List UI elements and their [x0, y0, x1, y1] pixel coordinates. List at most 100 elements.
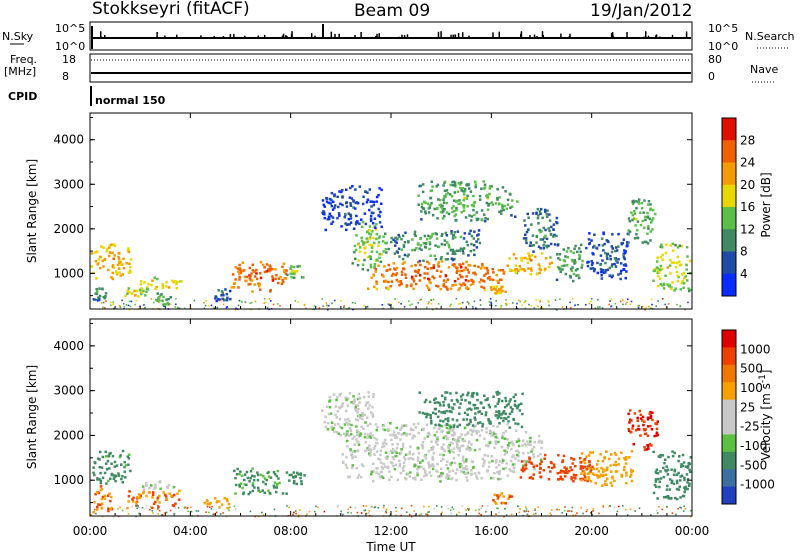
- velocity-echo-region: [92, 485, 114, 514]
- velocity-echo-region: [627, 409, 659, 452]
- power-y-axis: 1000 2000 3000 4000: [53, 116, 692, 297]
- power-echo-region: [367, 260, 506, 292]
- nsearch-tick-bottom: 10^0: [708, 40, 738, 53]
- power-echo-region: [417, 180, 519, 223]
- x-tick-label: 00:00: [675, 524, 710, 538]
- velocity-colorbar-swatch: [722, 330, 736, 348]
- nsky-panel-frame: [89, 21, 693, 51]
- power-colorbar-tick-label: 12: [740, 222, 755, 236]
- velocity-colorbar-swatch: [722, 364, 736, 383]
- nsky-trace: [91, 24, 691, 49]
- x-tick-label: 12:00: [374, 524, 409, 538]
- power-colorbar-tick-label: 20: [740, 178, 755, 192]
- velocity-colorbar-swatch: [722, 399, 736, 418]
- velocity-colorbar-swatch: [722, 382, 736, 401]
- velocity-ytick-label: 3000: [53, 384, 84, 398]
- x-tick-label: 00:00: [73, 524, 108, 538]
- velocity-echo-region: [341, 422, 544, 483]
- power-echo-region: [124, 287, 148, 298]
- velocity-ground-scatter: [90, 504, 692, 518]
- velocity-ytick-label: 4000: [53, 339, 84, 353]
- nave-tick-bottom: 0: [708, 70, 715, 83]
- power-ylabel: Slant Range [km]: [25, 159, 39, 263]
- x-axis-label: Time UT: [365, 540, 416, 554]
- velocity-colorbar-swatch: [722, 434, 736, 453]
- velocity-colorbar: 1000 500 100 25 -25 -100 -500 -1000: [721, 329, 775, 505]
- nsky-tick-bottom: 10^0: [55, 40, 85, 53]
- power-colorbar: 28 24 20 16 12 8 4: [721, 117, 755, 297]
- power-colorbar-tick-label: 16: [740, 200, 755, 214]
- power-echo-region: [139, 276, 183, 291]
- freq-panel-frame: [89, 53, 693, 83]
- velocity-echo-region: [321, 391, 378, 438]
- power-colorbar-swatch: [722, 140, 736, 163]
- velocity-colorbar-tick-label: 100: [740, 381, 763, 395]
- power-echo-region: [652, 242, 692, 293]
- velocity-colorbar-tick-label: -100: [740, 439, 767, 453]
- power-colorbar-tick-label: 8: [740, 245, 748, 259]
- power-colorbar-tick-label: 28: [740, 133, 755, 147]
- velocity-echo-region: [418, 390, 524, 429]
- station-title: Stokkseyri (fitACF): [92, 0, 250, 19]
- power-heatmap: [90, 180, 692, 311]
- velocity-colorbar-swatch: [722, 469, 736, 488]
- velocity-echo-region: [126, 489, 181, 510]
- power-echo-region: [627, 198, 657, 245]
- cpid-value: normal 150: [95, 94, 166, 107]
- velocity-echo-region: [519, 453, 594, 483]
- velocity-colorbar-tick-label: -500: [740, 458, 767, 472]
- power-colorbar-swatch: [722, 162, 736, 186]
- velocity-echo-region: [652, 450, 692, 501]
- velocity-colorbar-tick-label: -1000: [740, 478, 775, 492]
- x-tick-label: 16:00: [474, 524, 509, 538]
- nave-label: Nave: [750, 63, 778, 76]
- cpid-label: CPID: [8, 90, 37, 103]
- power-echo-region: [90, 243, 133, 281]
- freq-tick-bottom: 8: [62, 70, 69, 83]
- velocity-colorbar-swatch: [722, 347, 736, 366]
- power-ytick-label: 4000: [53, 133, 84, 147]
- freq-tick-top: 18: [62, 53, 76, 66]
- x-tick-label: 04:00: [173, 524, 208, 538]
- power-ytick-label: 1000: [53, 266, 84, 280]
- velocity-colorbar-swatch: [722, 451, 736, 470]
- velocity-colorbar-swatch: [722, 417, 736, 435]
- nsky-label: N.Sky: [2, 30, 34, 43]
- velocity-echo-region: [141, 480, 176, 491]
- velocity-echo-region: [203, 496, 231, 510]
- power-colorbar-frame: [721, 117, 737, 297]
- power-echo-region: [506, 252, 554, 276]
- velocity-colorbar-swatch: [722, 486, 736, 505]
- power-colorbar-swatch: [722, 273, 736, 297]
- power-echo-region: [555, 243, 584, 283]
- time-x-axis: 00:00 04:00 08:00 12:00 16:00 20:00 00:00: [73, 113, 710, 538]
- power-colorbar-swatch: [722, 118, 736, 141]
- x-tick-label: 20:00: [574, 524, 609, 538]
- velocity-ytick-label: 1000: [53, 473, 84, 487]
- power-echo-region: [230, 260, 288, 293]
- power-ytick-label: 3000: [53, 177, 84, 191]
- nsearch-label: N.Search: [745, 30, 795, 43]
- power-colorbar-swatch: [722, 207, 736, 230]
- power-echo-region: [286, 264, 305, 279]
- power-echo-region: [585, 231, 630, 281]
- beam-label: Beam 09: [354, 1, 430, 21]
- nsearch-tick-top: 10^5: [708, 22, 738, 35]
- power-echo-region: [351, 220, 388, 272]
- power-echo-region: [387, 229, 482, 263]
- freq-label: Freq.: [10, 53, 37, 66]
- velocity-colorbar-tick-label: 500: [740, 362, 763, 376]
- velocity-ytick-label: 2000: [53, 428, 84, 442]
- velocity-echo-region: [233, 467, 288, 496]
- x-tick-label: 08:00: [273, 524, 308, 538]
- nsky-tick-top: 10^5: [55, 22, 85, 35]
- power-ground-scatter: [92, 297, 689, 311]
- date-label: 19/Jan/2012: [590, 1, 693, 21]
- velocity-y-axis: 1000 2000 3000 4000: [53, 322, 692, 504]
- velocity-echo-region: [580, 450, 634, 487]
- velocity-colorbar-tick-label: 25: [740, 400, 755, 414]
- velocity-colorbar-label: Velocity [m s-1]: [758, 370, 773, 461]
- power-colorbar-tick-label: 4: [740, 267, 748, 281]
- power-echo-region: [214, 288, 232, 303]
